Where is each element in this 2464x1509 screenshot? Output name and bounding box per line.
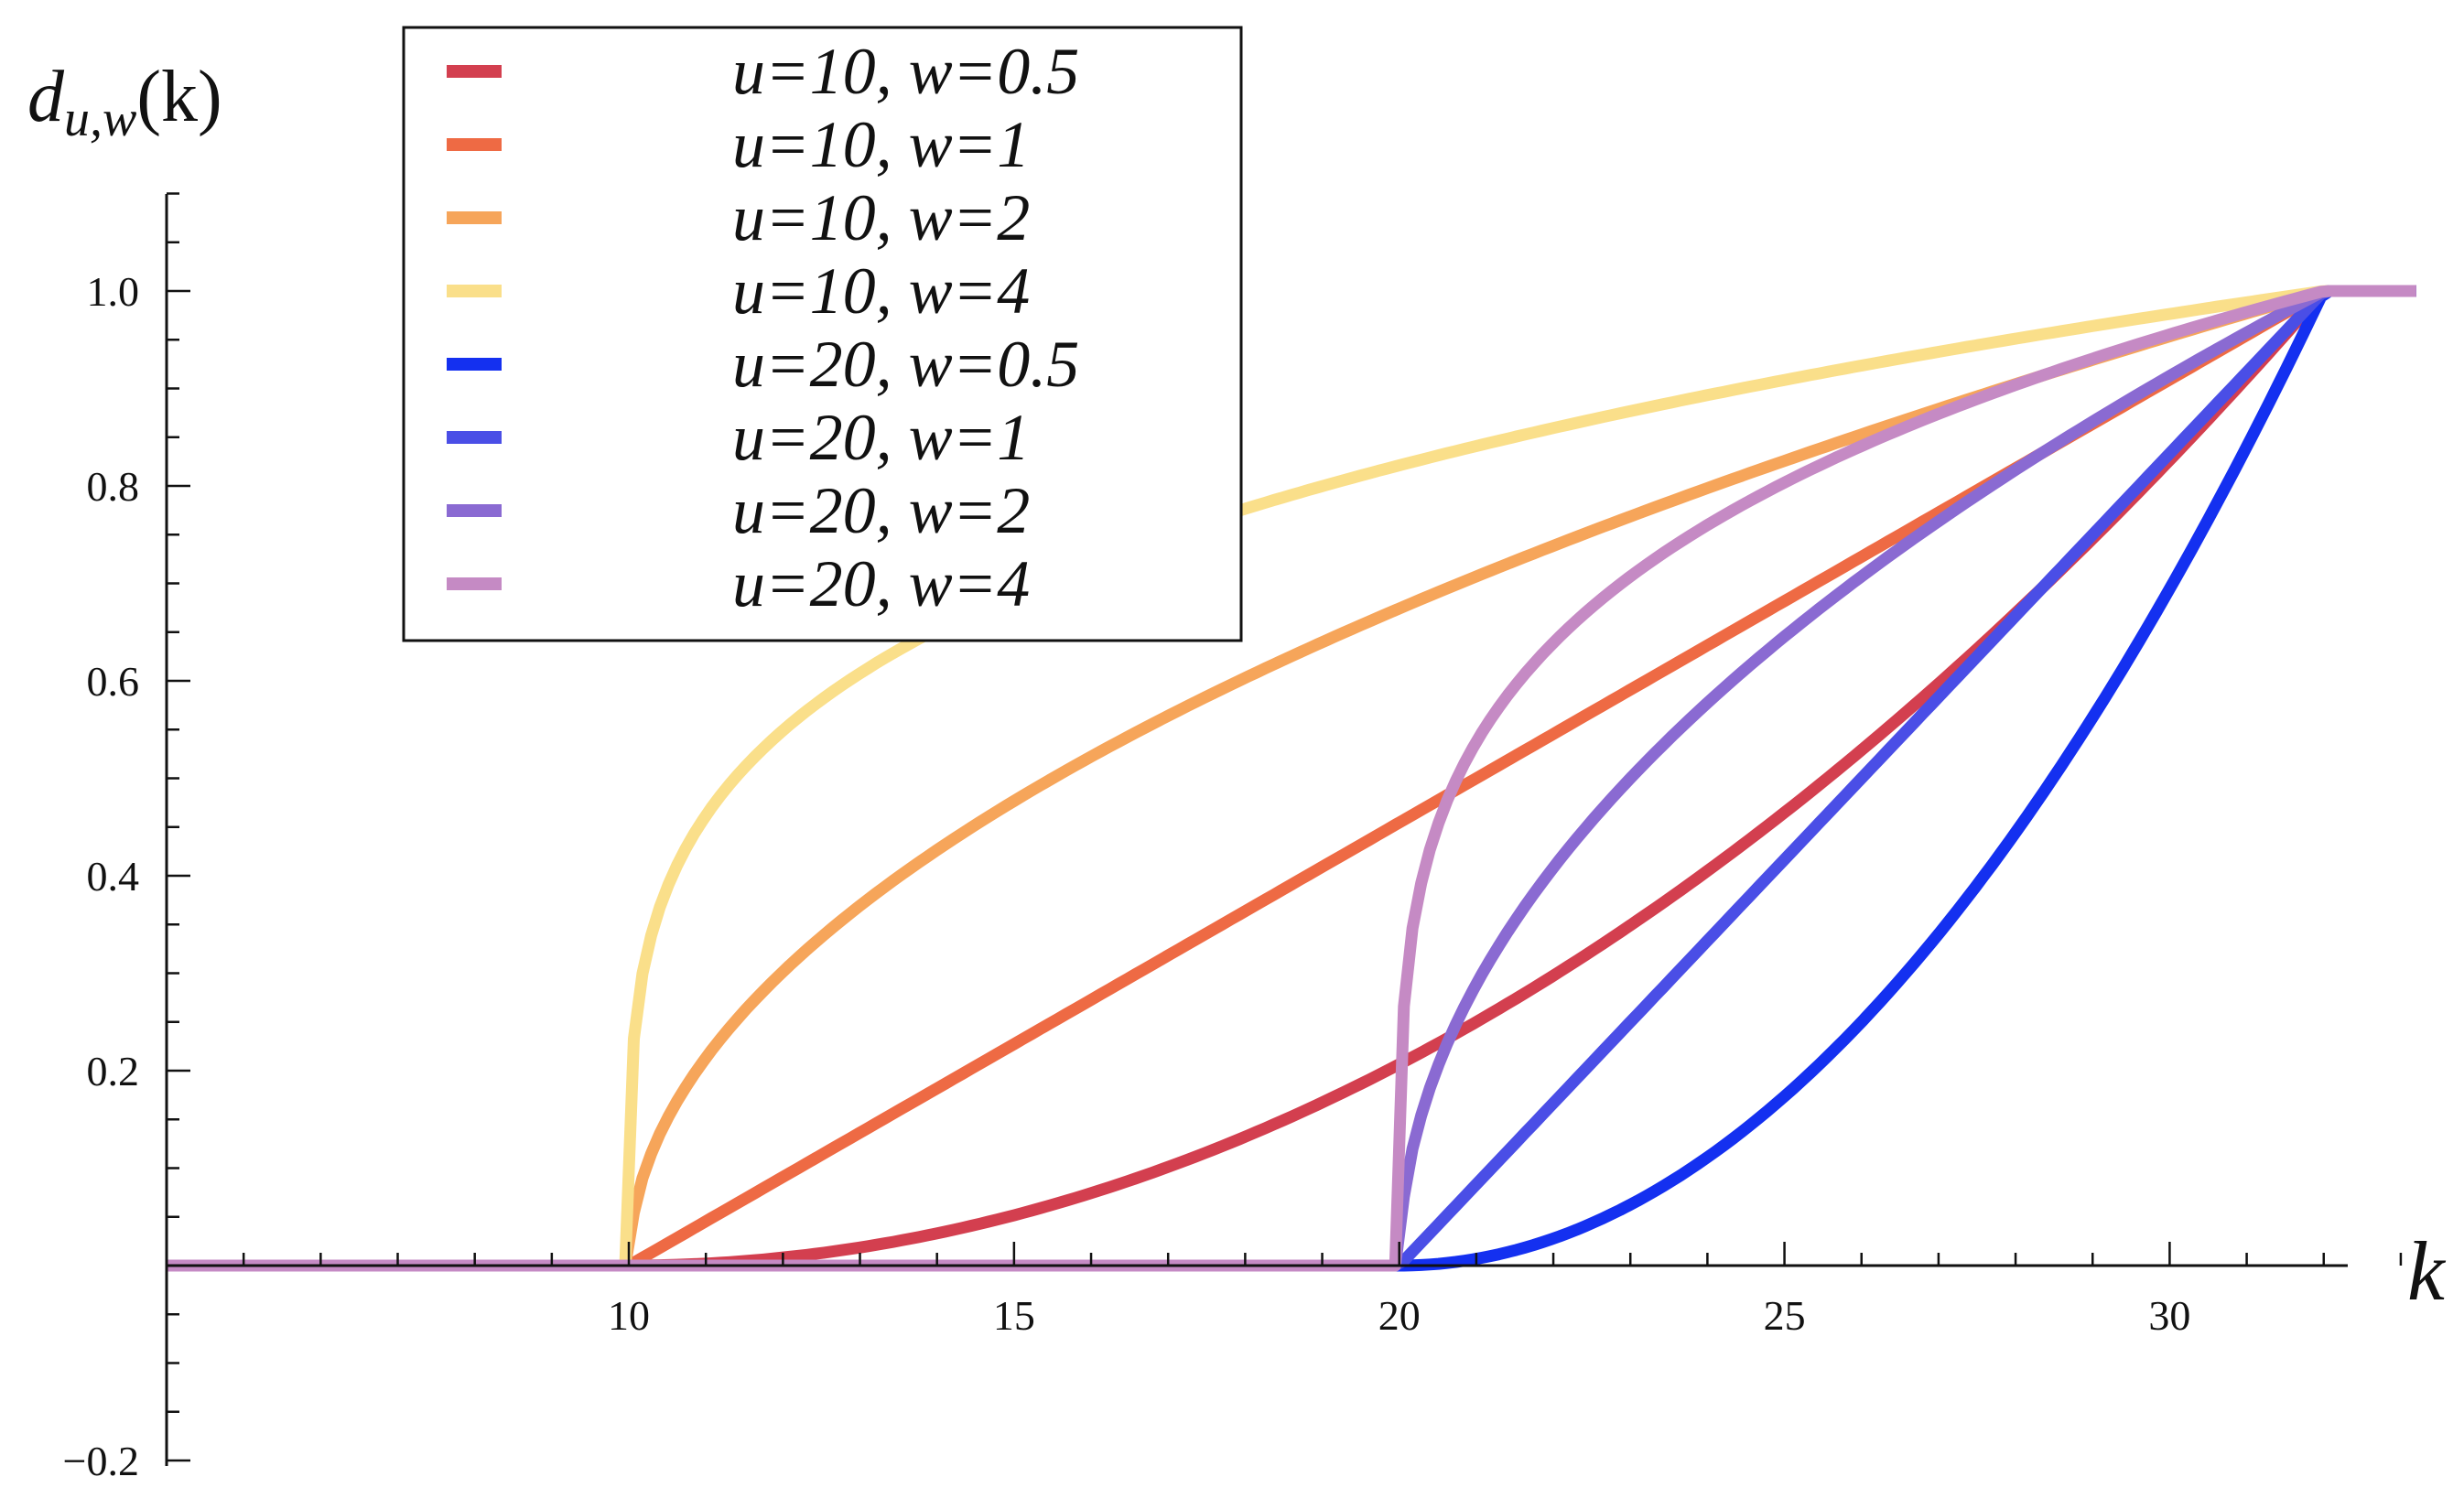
legend-label: u=20, w=0.5	[732, 328, 1079, 401]
y-tick-label: 0.2	[87, 1048, 140, 1094]
y-tick-label: 0.6	[87, 658, 140, 705]
y-axis-title-symbol: d	[27, 57, 65, 137]
y-axis-title-subscript: u,w	[64, 91, 136, 147]
x-ticks: 10 15 20 25 30	[242, 1242, 2403, 1339]
x-tick-label: 10	[608, 1292, 650, 1339]
legend-label: u=10, w=1	[732, 108, 1030, 181]
y-tick-label: 0.4	[87, 853, 140, 900]
x-axis-title: k	[2407, 1224, 2447, 1318]
legend-label: u=20, w=4	[732, 547, 1030, 620]
legend-label: u=10, w=0.5	[732, 35, 1079, 108]
x-tick-label: 15	[993, 1292, 1035, 1339]
axes: 10 15 20 25 30 −0.2 0.2 0.4 0.6 0.8 1.0	[63, 192, 2403, 1484]
x-tick-label: 30	[2148, 1292, 2190, 1339]
legend-label: u=10, w=4	[732, 254, 1030, 328]
legend: u=10, w=0.5u=10, w=1u=10, w=2u=10, w=4u=…	[402, 26, 1243, 642]
legend-items: u=10, w=0.5u=10, w=1u=10, w=2u=10, w=4u=…	[447, 35, 1079, 620]
legend-box	[402, 26, 1243, 642]
y-axis-title-argument: (k)	[136, 57, 222, 137]
legend-label: u=20, w=1	[732, 401, 1030, 474]
y-ticks: −0.2 0.2 0.4 0.6 0.8 1.0	[63, 192, 190, 1484]
y-tick-label: 1.0	[87, 268, 140, 315]
y-tick-label: −0.2	[63, 1438, 139, 1484]
x-tick-label: 20	[1378, 1292, 1421, 1339]
y-tick-label: 0.8	[87, 463, 140, 510]
y-axis-title: du,w(k)	[27, 57, 222, 147]
x-tick-label: 25	[1764, 1292, 1806, 1339]
legend-label: u=10, w=2	[732, 181, 1030, 254]
legend-label: u=20, w=2	[732, 474, 1030, 547]
